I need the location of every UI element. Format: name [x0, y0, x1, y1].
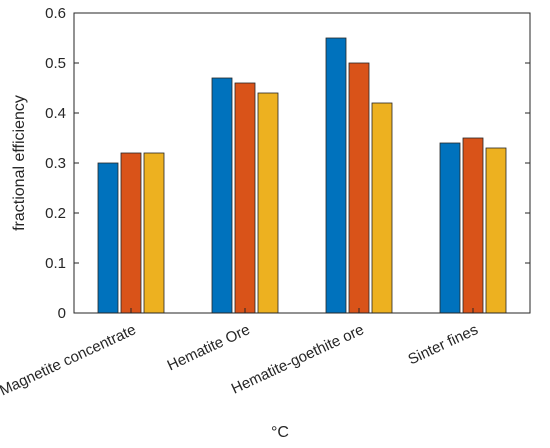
bar: [371, 102, 393, 314]
x-tick-label: Hematite Ore: [165, 321, 253, 374]
bar: [143, 152, 165, 314]
y-tick-label: 0.6: [45, 5, 66, 22]
bar: [257, 92, 279, 314]
y-tick-label: 0.1: [45, 255, 66, 272]
x-axis-label: °C: [271, 424, 289, 441]
bar: [462, 137, 484, 314]
bar: [439, 142, 461, 314]
x-axis-tick-labels: Magnetite concentrate Hematite OreHematit…: [0, 308, 481, 399]
bar: [325, 37, 347, 314]
y-axis-ticks: 0 0.1 0.2 0.3 0.4 0.5 0.6: [45, 5, 530, 322]
y-axis-label: fractional efficiency: [11, 95, 28, 231]
x-tick-label: Sinter fines: [405, 321, 480, 368]
bar: [485, 147, 507, 314]
bar: [234, 82, 256, 314]
y-tick-label: 0.4: [45, 105, 66, 122]
y-tick-label: 0.2: [45, 205, 66, 222]
y-tick-label: 0: [58, 305, 66, 322]
x-tick-label: Magnetite concentrate: [0, 321, 139, 399]
bars: [97, 37, 507, 314]
bar: [120, 152, 142, 314]
plot-frame: [73, 12, 531, 314]
bar: [211, 77, 233, 314]
bar: [348, 62, 370, 314]
y-tick-label: 0.5: [45, 55, 66, 72]
bar: [97, 162, 119, 314]
y-tick-label: 0.3: [45, 155, 66, 172]
